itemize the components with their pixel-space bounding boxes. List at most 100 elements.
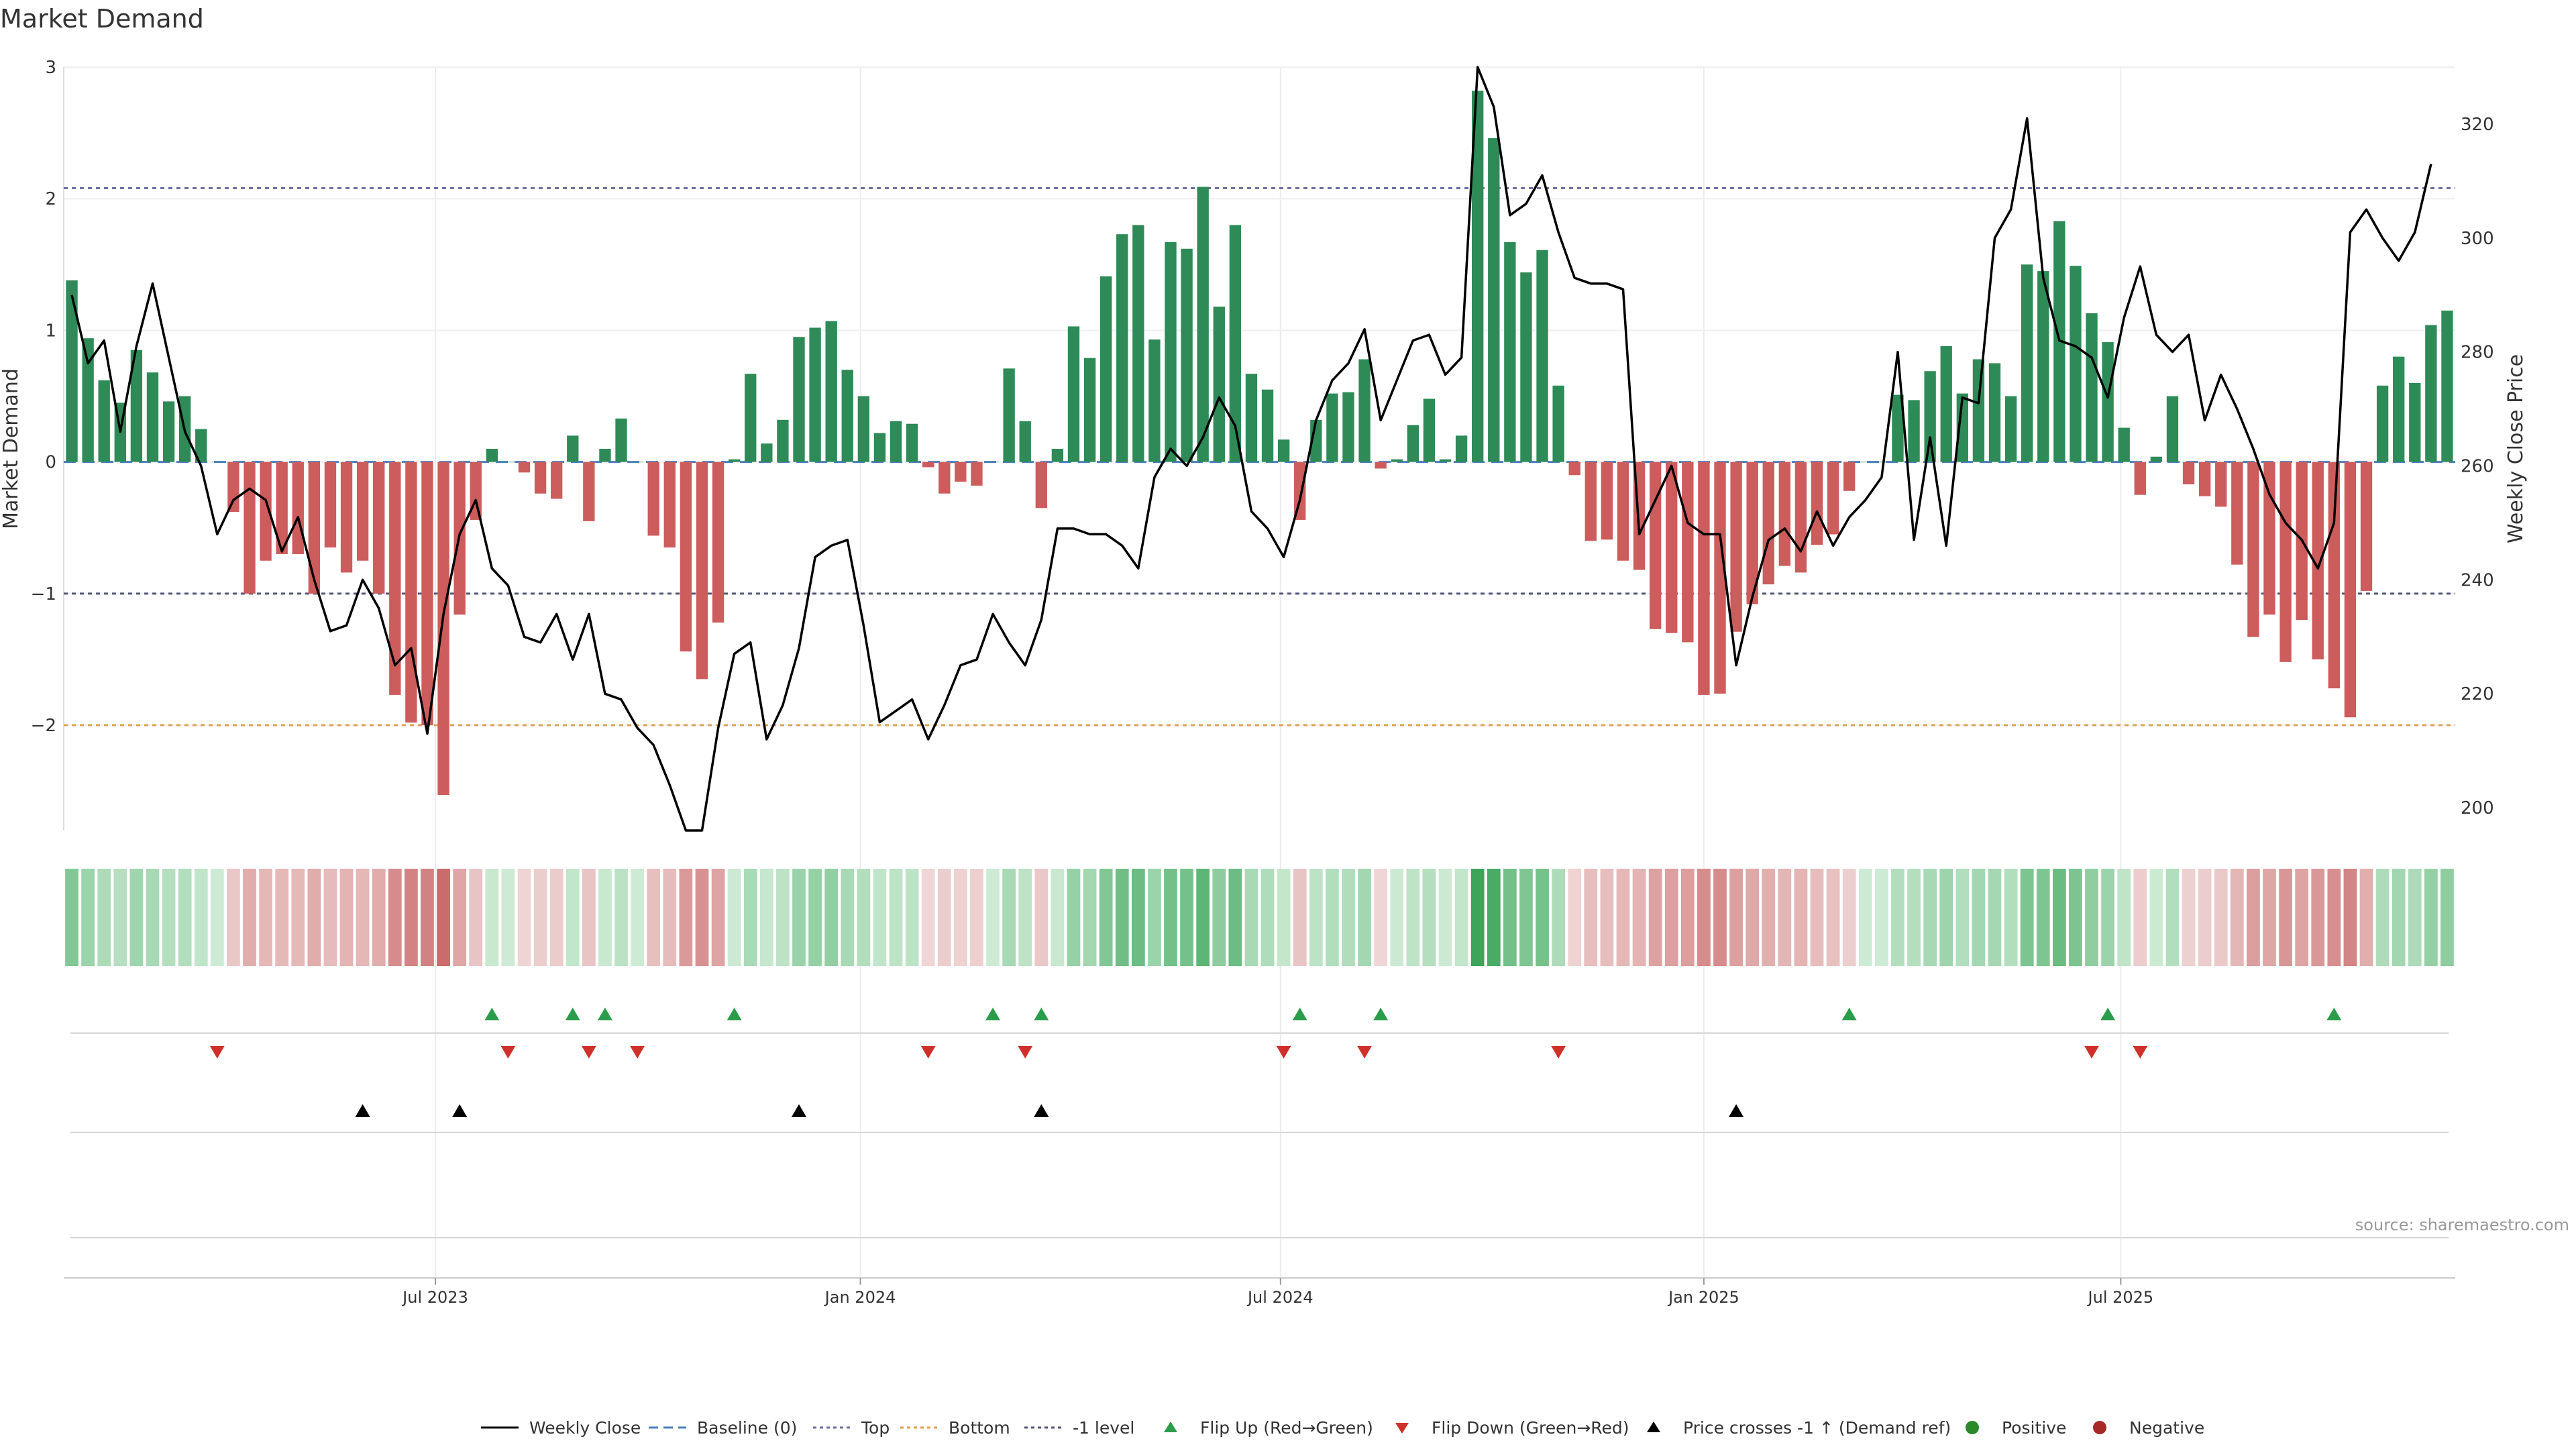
legend-label: Weekly Close <box>529 1417 641 1438</box>
heatmap-cell <box>1664 869 1678 966</box>
demand-bar <box>1213 307 1225 462</box>
demand-bar <box>793 337 805 462</box>
legend-item: Flip Up (Red→Green) <box>1150 1414 1373 1441</box>
legend-symbol-icon <box>1023 1417 1063 1438</box>
heatmap-cell <box>841 869 855 966</box>
heatmap-cell <box>776 869 790 966</box>
heatmap-cell <box>1746 869 1760 966</box>
demand-bar <box>551 462 563 499</box>
source-credit: source: sharemaestro.com <box>2355 1216 2569 1234</box>
heatmap-cell <box>405 869 418 966</box>
heatmap-cell <box>2375 869 2390 966</box>
heatmap-cell <box>129 869 144 966</box>
price-cross-marker <box>452 1104 468 1117</box>
heatmap-cell <box>533 869 547 966</box>
heatmap-cell <box>2230 869 2244 966</box>
heatmap-cell <box>1487 869 1501 966</box>
demand-bar <box>1778 462 1791 566</box>
demand-bar <box>1860 462 1872 463</box>
demand-bar <box>761 443 773 462</box>
heatmap-cell <box>1164 869 1177 966</box>
legend-item: Negative <box>2080 1414 2204 1441</box>
heatmap-cell <box>1648 869 1662 966</box>
heatmap-cell <box>2101 869 2114 966</box>
heatmap-cell <box>291 869 305 966</box>
price-cross-marker <box>791 1104 806 1117</box>
demand-bar <box>2279 462 2292 662</box>
flip-up-marker <box>597 1008 612 1020</box>
demand-bar <box>1035 462 1047 508</box>
heatmap-cell <box>2133 869 2147 966</box>
demand-bar <box>971 462 983 486</box>
heatmap-cell <box>1762 869 1776 966</box>
x-tick-label: Jul 2025 <box>2087 1288 2154 1307</box>
demand-bar <box>809 327 821 462</box>
heatmap-cell <box>2069 869 2082 966</box>
heatmap-cell <box>1955 869 1970 966</box>
heatmap-cell <box>1309 869 1323 966</box>
legend-symbol-icon <box>647 1417 688 1438</box>
demand-bar <box>356 462 369 561</box>
demand-bar <box>66 280 78 462</box>
legend-label: Baseline (0) <box>697 1417 798 1438</box>
demand-bar <box>906 423 918 462</box>
demand-bar <box>405 462 417 723</box>
demand-bar <box>1148 339 1161 462</box>
demand-bar <box>2021 264 2033 462</box>
demand-bar <box>1956 393 1968 462</box>
demand-bar <box>1666 462 1678 633</box>
x-tick-label: Jan 2025 <box>1667 1288 1739 1307</box>
heatmap-cell <box>970 869 983 966</box>
heatmap-cell <box>194 869 208 966</box>
heatmap-cell <box>178 869 192 966</box>
heatmap-cell <box>1875 869 1888 966</box>
y-axis-label: Market Demand <box>0 368 23 529</box>
heatmap-cell <box>1729 869 1743 966</box>
demand-bar <box>1520 272 1532 462</box>
chart-legend: Weekly Close Baseline (0) Top Bottom -1 leve… <box>0 1414 2576 1441</box>
heatmap-cell <box>566 869 580 966</box>
heatmap-cell <box>1148 869 1161 966</box>
heatmap-cell <box>937 869 951 966</box>
demand-bar <box>938 462 951 494</box>
demand-bar <box>955 462 967 482</box>
heatmap-cell <box>889 869 903 966</box>
heatmap-cell <box>1939 869 1953 966</box>
flip-down-marker <box>2084 1046 2100 1059</box>
flip-up-marker <box>484 1008 500 1020</box>
heatmap-cell <box>227 869 240 966</box>
demand-bar <box>2086 313 2098 462</box>
demand-bar <box>1714 462 1726 694</box>
demand-bar <box>308 462 321 594</box>
demand-bar <box>1391 459 1403 462</box>
demand-bar <box>2441 310 2453 462</box>
flip-down-marker <box>209 1046 225 1059</box>
heatmap-cell <box>81 869 95 966</box>
demand-bar <box>1197 186 1209 462</box>
legend-symbol-icon <box>1952 1417 1992 1438</box>
flip-up-marker <box>2100 1008 2116 1020</box>
flip-down-marker <box>1276 1046 1291 1059</box>
legend-item: Weekly Close <box>480 1414 641 1441</box>
heatmap-cell <box>437 869 450 966</box>
demand-bar <box>244 462 256 594</box>
heatmap-cell <box>2182 869 2196 966</box>
demand-bar <box>292 462 304 554</box>
demand-bar <box>2118 427 2130 462</box>
heatmap-cell <box>1778 869 1792 966</box>
demand-bar <box>324 462 337 548</box>
heatmap-cell <box>1907 869 1921 966</box>
heatmap-cell <box>2392 869 2406 966</box>
heatmap-cell <box>598 869 612 966</box>
heatmap-cell <box>113 869 127 966</box>
heatmap-cell <box>1794 869 1808 966</box>
demand-bar <box>1245 374 1258 462</box>
heatmap-cell <box>2036 869 2050 966</box>
heatmap-cell <box>2359 869 2373 966</box>
demand-bar <box>2198 462 2211 496</box>
heatmap-cell <box>1536 869 1549 966</box>
heatmap-cell <box>1470 869 1485 966</box>
demand-bar <box>1358 359 1371 462</box>
heatmap-cell <box>1552 869 1566 966</box>
heatmap-cell <box>1277 869 1291 966</box>
